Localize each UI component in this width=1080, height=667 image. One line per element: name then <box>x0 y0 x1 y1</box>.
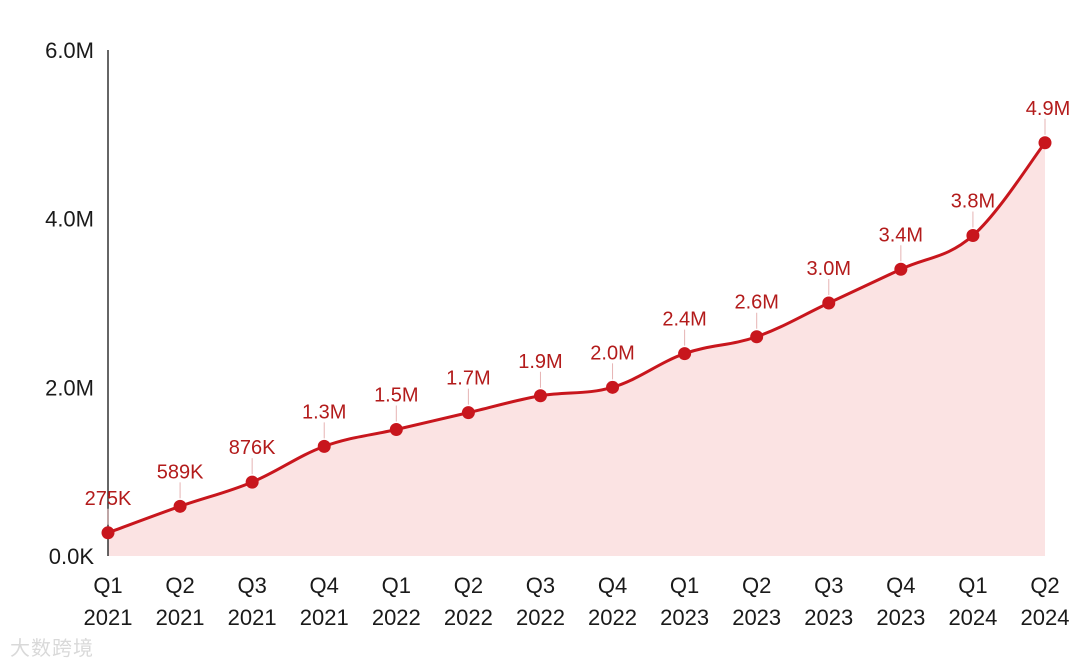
data-point <box>606 380 620 394</box>
data-label: 2.6M <box>734 292 778 314</box>
data-label: 2.4M <box>662 309 706 331</box>
data-point <box>1038 136 1052 150</box>
x-axis-ticks: Q1 2021 Q2 2021 Q3 2021 Q4 2021 Q1 2022 Q2 2022 Q3 20… <box>84 573 1070 630</box>
y-tick-label: 2.0M <box>45 375 94 400</box>
data-label: 2.0M <box>590 342 634 364</box>
data-point <box>101 526 115 540</box>
data-label-leaders <box>107 118 1046 525</box>
data-label: 275K <box>85 488 132 510</box>
x-tick-label: Q4 2021 <box>300 573 349 630</box>
data-point <box>245 475 259 489</box>
data-label: 1.9M <box>518 351 562 373</box>
data-point <box>533 389 547 403</box>
area-fill <box>108 142 1045 556</box>
data-point <box>173 499 187 513</box>
y-tick-label: 6.0M <box>45 38 94 63</box>
data-label: 876K <box>229 437 276 459</box>
data-point <box>389 423 403 436</box>
x-tick-label: Q1 2024 <box>948 573 997 630</box>
data-point <box>966 229 980 243</box>
data-label: 1.3M <box>302 401 346 423</box>
x-tick-label: Q1 2021 <box>84 573 133 630</box>
data-label: 1.7M <box>446 368 490 390</box>
y-axis-ticks: 0.0K 2.0M 4.0M 6.0M <box>45 38 94 569</box>
data-point <box>461 406 475 420</box>
data-point <box>678 347 692 361</box>
x-tick-label: Q3 2023 <box>804 573 853 630</box>
x-tick-label: Q2 2021 <box>156 573 205 630</box>
data-labels: 275K 589K 876K 1.3M 1.5M 1.7M 1.9M 2.0M 2.4M 2.6M… <box>85 98 1071 510</box>
data-point <box>822 296 836 310</box>
data-label: 3.4M <box>879 224 923 246</box>
watermark-text: 大数跨境 <box>10 636 94 660</box>
data-point <box>750 330 764 344</box>
data-label: 3.8M <box>951 191 995 213</box>
data-label: 3.0M <box>807 258 851 280</box>
data-points <box>101 136 1052 540</box>
x-tick-label: Q1 2023 <box>660 573 709 630</box>
y-tick-label: 4.0M <box>45 207 94 232</box>
x-tick-label: Q3 2021 <box>228 573 277 630</box>
x-tick-label: Q4 2023 <box>876 573 925 630</box>
x-tick-label: Q2 2024 <box>1021 573 1070 630</box>
y-tick-label: 0.0K <box>49 544 95 569</box>
x-tick-label: Q2 2022 <box>444 573 493 630</box>
data-point <box>317 439 331 453</box>
x-tick-label: Q2 2023 <box>732 573 781 630</box>
data-label: 589K <box>157 461 204 483</box>
x-tick-label: Q4 2022 <box>588 573 637 630</box>
x-tick-label: Q3 2022 <box>516 573 565 630</box>
data-point <box>894 262 908 276</box>
data-label: 1.5M <box>374 385 418 407</box>
data-label: 4.9M <box>1026 98 1070 120</box>
x-tick-label: Q1 2022 <box>372 573 421 630</box>
